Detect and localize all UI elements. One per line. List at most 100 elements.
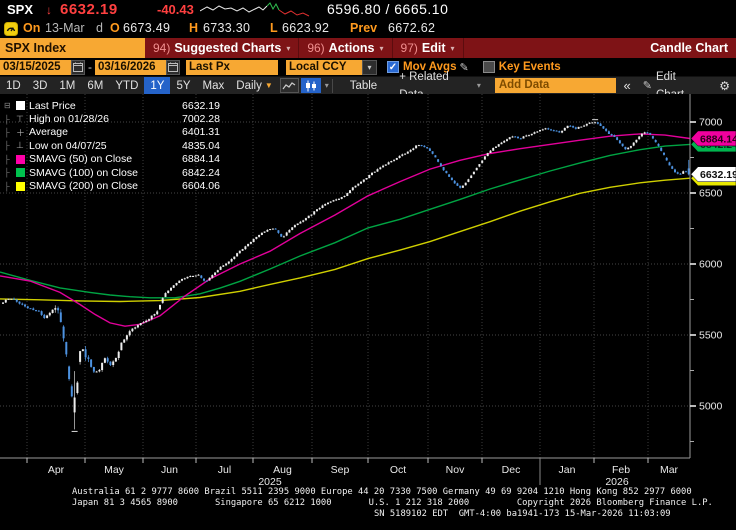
legend-swatch <box>16 168 25 178</box>
menu-item-label: Suggested Charts <box>174 41 282 55</box>
legend-label: SMAVG (50) on Close <box>29 153 133 166</box>
menu-item-number: 96) <box>307 41 325 55</box>
mov-avgs-pencil-icon[interactable]: ✎ <box>459 61 469 74</box>
range-button-3d[interactable]: 3D <box>32 79 48 92</box>
open-label: O <box>110 21 120 35</box>
legend-tree-rail: ├ <box>4 114 10 124</box>
open-value: 6673.49 <box>123 21 171 35</box>
settings-gear-button[interactable]: ⚙ <box>719 78 730 93</box>
legend-label: Low on 04/07/25 <box>29 139 107 152</box>
frequency-select[interactable]: Daily ▼ <box>230 77 278 95</box>
legend-value: 6604.06 <box>182 180 220 193</box>
legend-value: 6884.14 <box>182 153 220 166</box>
menu-item-edit[interactable]: 97) Edit ▾ <box>393 38 464 58</box>
legend-row-3[interactable]: ├ ⊥ Low on 04/07/25 4835.04 <box>4 139 220 152</box>
svg-text:Jun: Jun <box>161 464 178 476</box>
svg-text:Jul: Jul <box>218 464 231 476</box>
collapse-panel-button[interactable]: « <box>623 77 631 93</box>
legend-label: SMAVG (200) on Close <box>29 180 138 193</box>
legend-label: Average <box>29 126 68 139</box>
chevron-down-icon: ▾ <box>476 80 481 90</box>
chart-style-dropdown[interactable]: ▾ <box>324 81 329 90</box>
legend-tree-rail: ├ <box>4 154 10 164</box>
legend-value: 6632.19 <box>182 99 220 112</box>
mov-avgs-label[interactable]: Mov Avgs <box>403 61 457 73</box>
legend-tree-rail: ├ <box>4 181 10 191</box>
calendar-to-button[interactable] <box>166 59 180 75</box>
key-events-label[interactable]: Key Events <box>498 61 561 73</box>
mov-avgs-checkbox[interactable]: ✓ <box>387 61 399 73</box>
range-button-5y[interactable]: 5Y <box>176 79 191 92</box>
date-to-input[interactable]: 03/16/2026 <box>95 59 166 75</box>
toolbar-divider <box>331 78 333 93</box>
header-quote-row: SPX ↓ 6632.19 -40.43 6596.80 / 6665.10 <box>0 0 736 20</box>
menu-item-number: 97) <box>400 41 418 55</box>
svg-text:Apr: Apr <box>48 464 65 476</box>
range-button-1d[interactable]: 1D <box>6 79 21 92</box>
chevron-down-icon: ▼ <box>264 80 273 90</box>
candle-chart-icon <box>305 80 316 91</box>
terminal-footer: Australia 61 2 9777 8600 Brazil 5511 239… <box>0 487 736 519</box>
low-marker-icon: ⊥ <box>16 140 24 151</box>
menu-item-suggested-charts[interactable]: 94) Suggested Charts ▾ <box>145 38 300 58</box>
svg-text:Mar: Mar <box>660 464 679 476</box>
price-chart[interactable]: 7000 6500 6000 5500 5000 Apr May Jun Jul Aug Sep Oc… <box>0 94 736 490</box>
legend-tree-rail: ├ <box>4 168 10 178</box>
chart-legend: ⊟ Last Price 6632.19 ├ ⊤ High on 01/28/26 7002… <box>4 99 220 193</box>
table-button[interactable]: Table <box>349 79 378 92</box>
price-field-select[interactable]: Last Px <box>186 59 278 75</box>
range-button-6m[interactable]: 6M <box>87 79 104 92</box>
intraday-sparkline <box>200 2 310 17</box>
legend-label: SMAVG (100) on Close <box>29 166 138 179</box>
key-events-checkbox[interactable] <box>482 61 495 73</box>
bid-ask-quote: 6596.80 / 6665.10 <box>327 1 449 17</box>
date-from-input[interactable]: 03/15/2025 <box>0 59 71 75</box>
svg-text:5000: 5000 <box>699 401 723 413</box>
range-button-max[interactable]: Max <box>202 79 225 92</box>
footer-session-info: SN 5189102 EDT GMT-4:00 ba1941-173 15-Ma… <box>374 508 671 519</box>
calendar-icon <box>168 62 178 72</box>
candle-chart-style-button[interactable] <box>301 78 321 93</box>
legend-row-1[interactable]: ├ ⊤ High on 01/28/26 7002.28 <box>4 112 220 125</box>
svg-text:6632.19: 6632.19 <box>700 169 736 181</box>
legend-row-4[interactable]: ├ SMAVG (50) on Close 6884.14 <box>4 153 220 166</box>
legend-row-2[interactable]: ├ ＋ Average 6401.31 <box>4 126 220 139</box>
filter-row: 03/15/2025 - 03/16/2026 Last Px Local CC… <box>0 58 736 76</box>
price-change: -40.43 <box>157 2 194 17</box>
session-date: 13-Mar <box>45 21 85 35</box>
related-data-button[interactable]: + Related Data▾ <box>393 71 487 101</box>
legend-swatch <box>16 101 25 111</box>
menu-item-label: Edit <box>421 41 446 55</box>
legend-row-6[interactable]: ├ SMAVG (200) on Close 6604.06 <box>4 179 220 192</box>
legend-value: 4835.04 <box>182 139 220 152</box>
svg-text:Sep: Sep <box>331 464 350 476</box>
svg-text:2026: 2026 <box>605 476 629 488</box>
legend-row-0[interactable]: ⊟ Last Price 6632.19 <box>4 99 220 112</box>
high-value: 6733.30 <box>203 21 251 35</box>
range-button-1y[interactable]: 1Y <box>144 76 171 95</box>
legend-row-5[interactable]: ├ SMAVG (100) on Close 6842.24 <box>4 166 220 179</box>
edit-chart-button[interactable]: ✎ Edit Chart <box>637 71 712 101</box>
line-chart-icon <box>283 81 296 89</box>
chart-area: 7000 6500 6000 5500 5000 Apr May Jun Jul Aug Sep Oc… <box>0 94 736 490</box>
calendar-icon <box>73 62 83 72</box>
menu-item-actions[interactable]: 96) Actions ▾ <box>299 38 393 58</box>
legend-tree-rail: ├ <box>4 141 10 151</box>
add-data-input[interactable]: Add Data <box>494 78 616 93</box>
svg-text:Dec: Dec <box>502 464 521 476</box>
range-button-ytd[interactable]: YTD <box>115 79 139 92</box>
legend-tree-rail: ├ <box>4 127 10 137</box>
legend-label: Last Price <box>29 99 76 112</box>
security-field[interactable]: SPX Index <box>0 38 145 58</box>
legend-swatch <box>16 181 25 191</box>
currency-dropdown-button[interactable]: ▾ <box>362 59 377 75</box>
line-chart-style-button[interactable] <box>279 78 300 93</box>
currency-select[interactable]: Local CCY <box>286 59 362 75</box>
delayed-clock-icon <box>4 22 18 36</box>
range-button-1m[interactable]: 1M <box>59 79 76 92</box>
svg-text:Nov: Nov <box>446 464 465 476</box>
svg-text:Oct: Oct <box>390 464 406 476</box>
legend-value: 7002.28 <box>182 113 220 126</box>
footer-phones-line2: Japan 81 3 4565 8900 Singapore 65 6212 1… <box>72 497 713 508</box>
calendar-from-button[interactable] <box>71 59 85 75</box>
